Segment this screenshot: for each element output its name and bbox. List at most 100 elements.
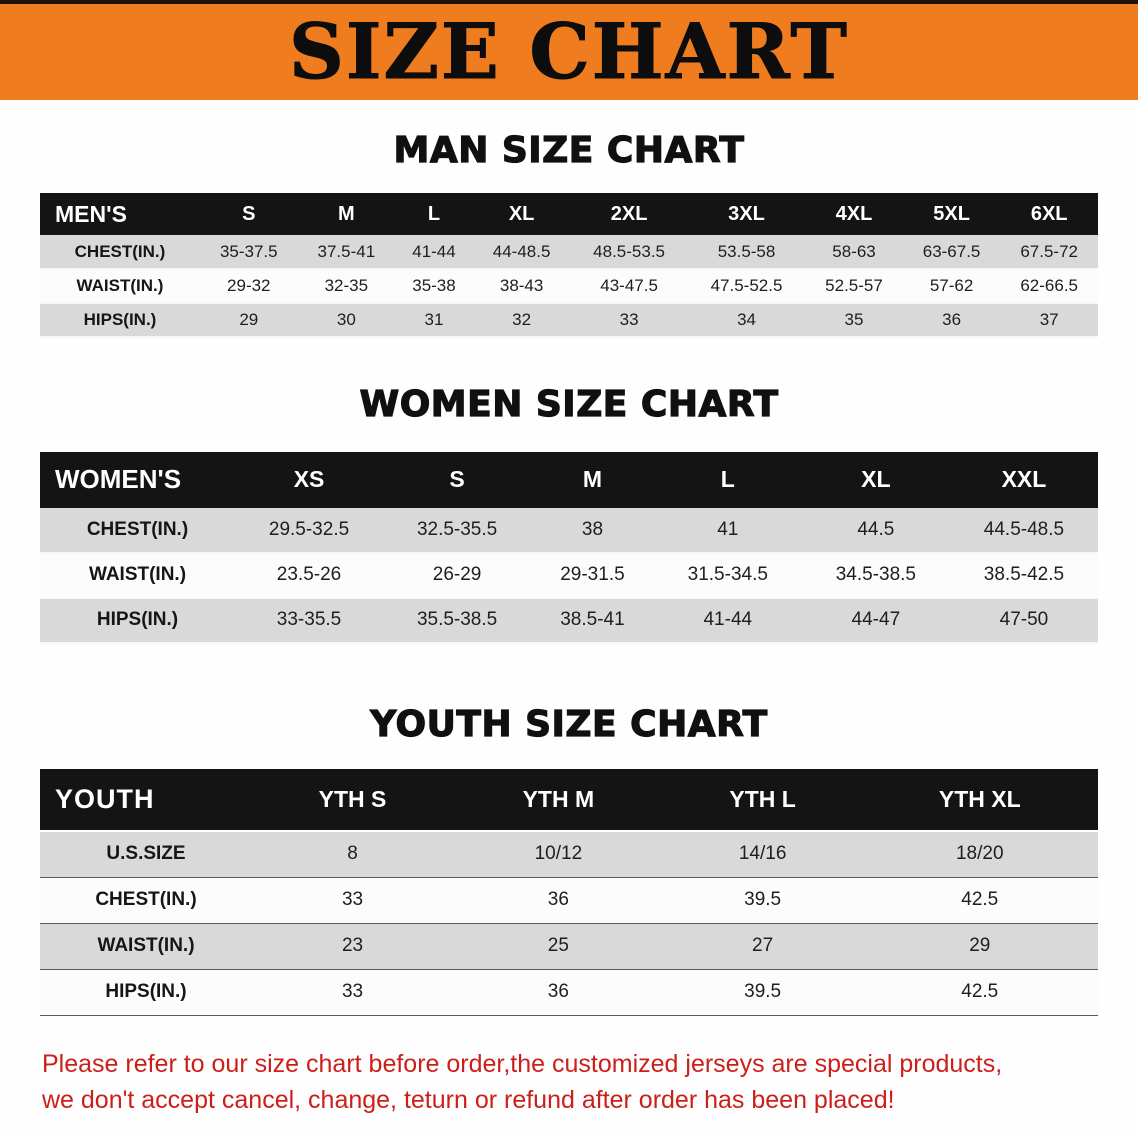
page-title: SIZE CHART	[289, 7, 849, 96]
measure-row: WAIST(IN.) 23 25 27 29	[40, 923, 1098, 970]
table-title-cell: MEN'S	[40, 193, 200, 236]
size-value-cell: 31.5-34.5	[687, 564, 768, 586]
row-label-cell: HIPS(IN.)	[83, 310, 157, 330]
size-chart-banner: SIZE CHART	[0, 0, 1138, 100]
row-label-cell: WAIST(IN.)	[88, 564, 187, 586]
table-title-cell: WOMEN'S	[40, 451, 235, 508]
size-value-cell: 32.5-35.5	[416, 518, 498, 540]
measure-row: HIPS(IN.) 33-35.5 35.5-38.5 38.5-41 41-44 44-…	[40, 597, 1098, 643]
size-header-cell: YTH M	[453, 769, 664, 832]
row-label-cell: HIPS(IN.)	[105, 981, 187, 1003]
size-value-cell: 44.5-48.5	[983, 518, 1065, 540]
size-value-cell: 26-29	[432, 564, 482, 586]
youth-size-section: YOUTH SIZE CHART YOUTH YTH S YTH M YTH L YTH…	[0, 703, 1138, 1016]
size-value-cell: 27	[752, 935, 774, 957]
row-label-cell: U.S.SIZE	[106, 843, 186, 865]
size-value-cell: 44-47	[851, 609, 901, 631]
size-value-cell: 38.5-41	[560, 609, 625, 631]
men-section-heading: MAN SIZE CHART	[393, 129, 745, 171]
size-value-cell: 38	[581, 518, 604, 540]
note-line-2: we don't accept cancel, change, teturn o…	[42, 1085, 895, 1114]
size-value-cell: 47-50	[999, 609, 1049, 631]
measure-row: U.S.SIZE 8 10/12 14/16 18/20	[40, 831, 1098, 878]
women-size-table: WOMEN'S XS S M L XL XXL CHEST(IN.) 29.5-32.5 32.5…	[40, 451, 1098, 644]
size-header-cell: XS	[235, 451, 384, 508]
size-value-cell: 34.5-38.5	[835, 564, 916, 586]
table-title-cell: YOUTH	[40, 769, 252, 832]
note-line-1: Please refer to our size chart before or…	[42, 1049, 1003, 1078]
size-value-cell: 32	[512, 310, 532, 330]
size-header-cell: 5XL	[902, 193, 1001, 236]
size-value-cell: 58-63	[832, 241, 876, 261]
men-size-table: MEN'S S M L XL 2XL 3XL 4XL 5XL 6XL CHEST(IN.) 35-37…	[40, 193, 1098, 339]
size-value-cell: 38.5-42.5	[983, 564, 1065, 586]
size-header-cell: YTH S	[252, 769, 454, 832]
header-row: WOMEN'S XS S M L XL XXL	[40, 451, 1098, 508]
size-value-cell: 41	[717, 518, 739, 540]
header-row: YOUTH YTH S YTH M YTH L YTH XL	[40, 769, 1098, 832]
size-value-cell: 30	[336, 310, 356, 330]
size-value-cell: 29-31.5	[560, 564, 625, 586]
header-row: MEN'S S M L XL 2XL 3XL 4XL 5XL 6XL	[40, 193, 1098, 236]
size-header-cell: L	[653, 451, 802, 508]
women-size-section: WOMEN SIZE CHART WOMEN'S XS S M L XL XXL CHEST(…	[0, 384, 1138, 644]
size-header-cell: XL	[801, 451, 950, 508]
size-value-cell: 33-35.5	[276, 609, 342, 631]
size-value-cell: 34	[737, 310, 756, 330]
youth-section-heading: YOUTH SIZE CHART	[370, 703, 768, 745]
size-header-cell: XXL	[949, 451, 1098, 508]
size-header-cell: XL	[472, 193, 571, 236]
size-value-cell: 29	[969, 935, 991, 957]
size-value-cell: 48.5-53.5	[593, 241, 666, 261]
size-value-cell: 31	[424, 310, 444, 330]
size-value-cell: 37	[1039, 310, 1059, 330]
size-value-cell: 53.5-58	[717, 241, 776, 261]
size-value-cell: 29	[239, 310, 259, 330]
measure-row: WAIST(IN.) 23.5-26 26-29 29-31.5 31.5-34.5 34…	[40, 552, 1098, 598]
size-value-cell: 39.5	[744, 889, 782, 911]
size-value-cell: 52.5-57	[825, 276, 883, 296]
size-value-cell: 29-32	[227, 276, 271, 296]
size-header-cell: M	[531, 451, 654, 508]
size-value-cell: 35-38	[412, 276, 456, 296]
size-value-cell: 43-47.5	[600, 276, 658, 296]
size-value-cell: 38-43	[499, 276, 544, 296]
men-size-section: MAN SIZE CHART MEN'S S M L XL 2XL 3XL 4XL 5XL 6XL…	[0, 129, 1138, 339]
size-header-cell: S	[383, 451, 532, 508]
size-value-cell: 62-66.5	[1020, 276, 1079, 296]
size-value-cell: 10/12	[534, 843, 583, 865]
women-section-heading: WOMEN SIZE CHART	[359, 384, 779, 426]
row-label-cell: CHEST(IN.)	[86, 518, 189, 540]
size-value-cell: 29.5-32.5	[268, 518, 350, 540]
size-value-cell: 35	[844, 310, 864, 330]
size-header-cell: 2XL	[570, 193, 688, 236]
row-label-cell: CHEST(IN.)	[74, 241, 166, 261]
size-header-cell: YTH XL	[861, 769, 1098, 832]
row-label-cell: WAIST(IN.)	[97, 935, 195, 957]
size-value-cell: 32-35	[324, 276, 369, 296]
size-value-cell: 33	[619, 310, 639, 330]
measure-row: CHEST(IN.) 33 36 39.5 42.5	[40, 877, 1098, 924]
size-value-cell: 23	[341, 935, 364, 957]
size-value-cell: 44-48.5	[492, 241, 551, 261]
size-value-cell: 36	[942, 310, 962, 330]
size-value-cell: 23.5-26	[276, 564, 342, 586]
measure-row: HIPS(IN.) 33 36 39.5 42.5	[40, 969, 1098, 1016]
size-header-cell: 4XL	[805, 193, 903, 236]
size-value-cell: 41-44	[412, 241, 456, 261]
measure-row: CHEST(IN.) 35-37.5 37.5-41 41-44 44-48.5 48.5…	[40, 235, 1098, 270]
size-value-cell: 35.5-38.5	[416, 609, 498, 631]
size-header-cell: 6XL	[1000, 193, 1098, 236]
row-label-cell: CHEST(IN.)	[95, 889, 197, 911]
youth-size-table: YOUTH YTH S YTH M YTH L YTH XL U.S.SIZE 8 10/12…	[40, 769, 1098, 1016]
measure-row: WAIST(IN.) 29-32 32-35 35-38 38-43 43-47.5 47.…	[40, 269, 1098, 304]
size-value-cell: 37.5-41	[317, 241, 376, 261]
size-value-cell: 14/16	[738, 843, 787, 865]
size-value-cell: 42.5	[961, 981, 999, 1003]
size-value-cell: 57-62	[929, 276, 974, 296]
size-header-cell: 3XL	[687, 193, 806, 236]
size-value-cell: 33	[341, 981, 364, 1003]
size-value-cell: 41-44	[703, 609, 753, 631]
size-header-cell: L	[395, 193, 473, 236]
